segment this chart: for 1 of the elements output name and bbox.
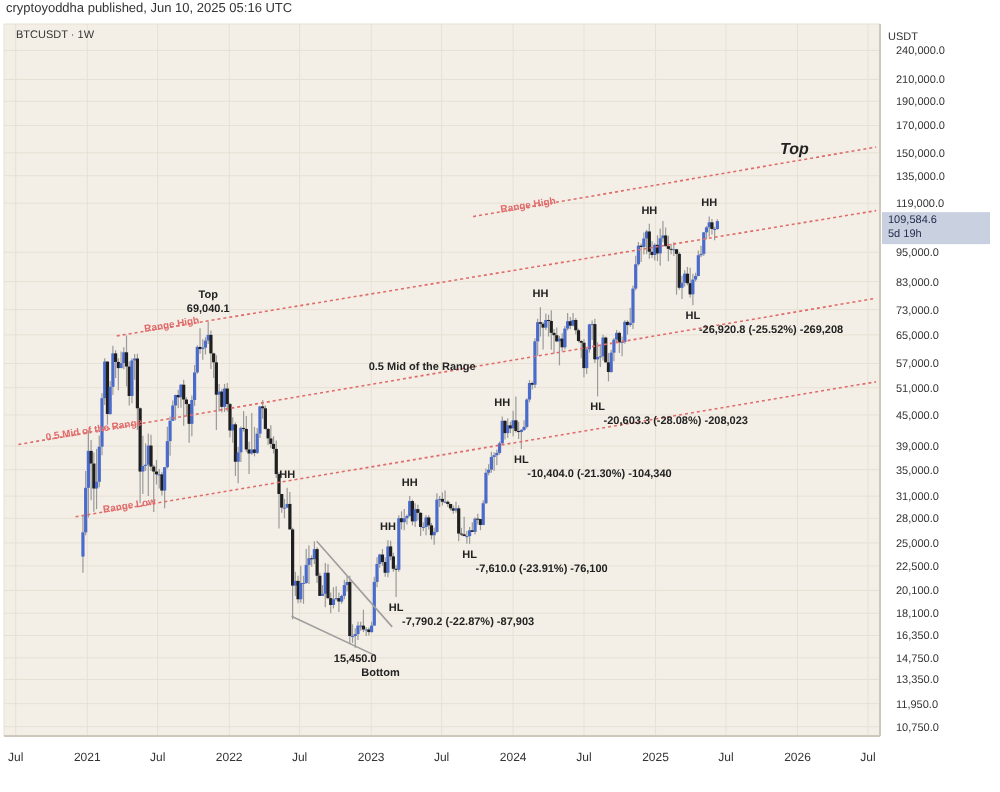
annotation: Top	[780, 140, 809, 158]
